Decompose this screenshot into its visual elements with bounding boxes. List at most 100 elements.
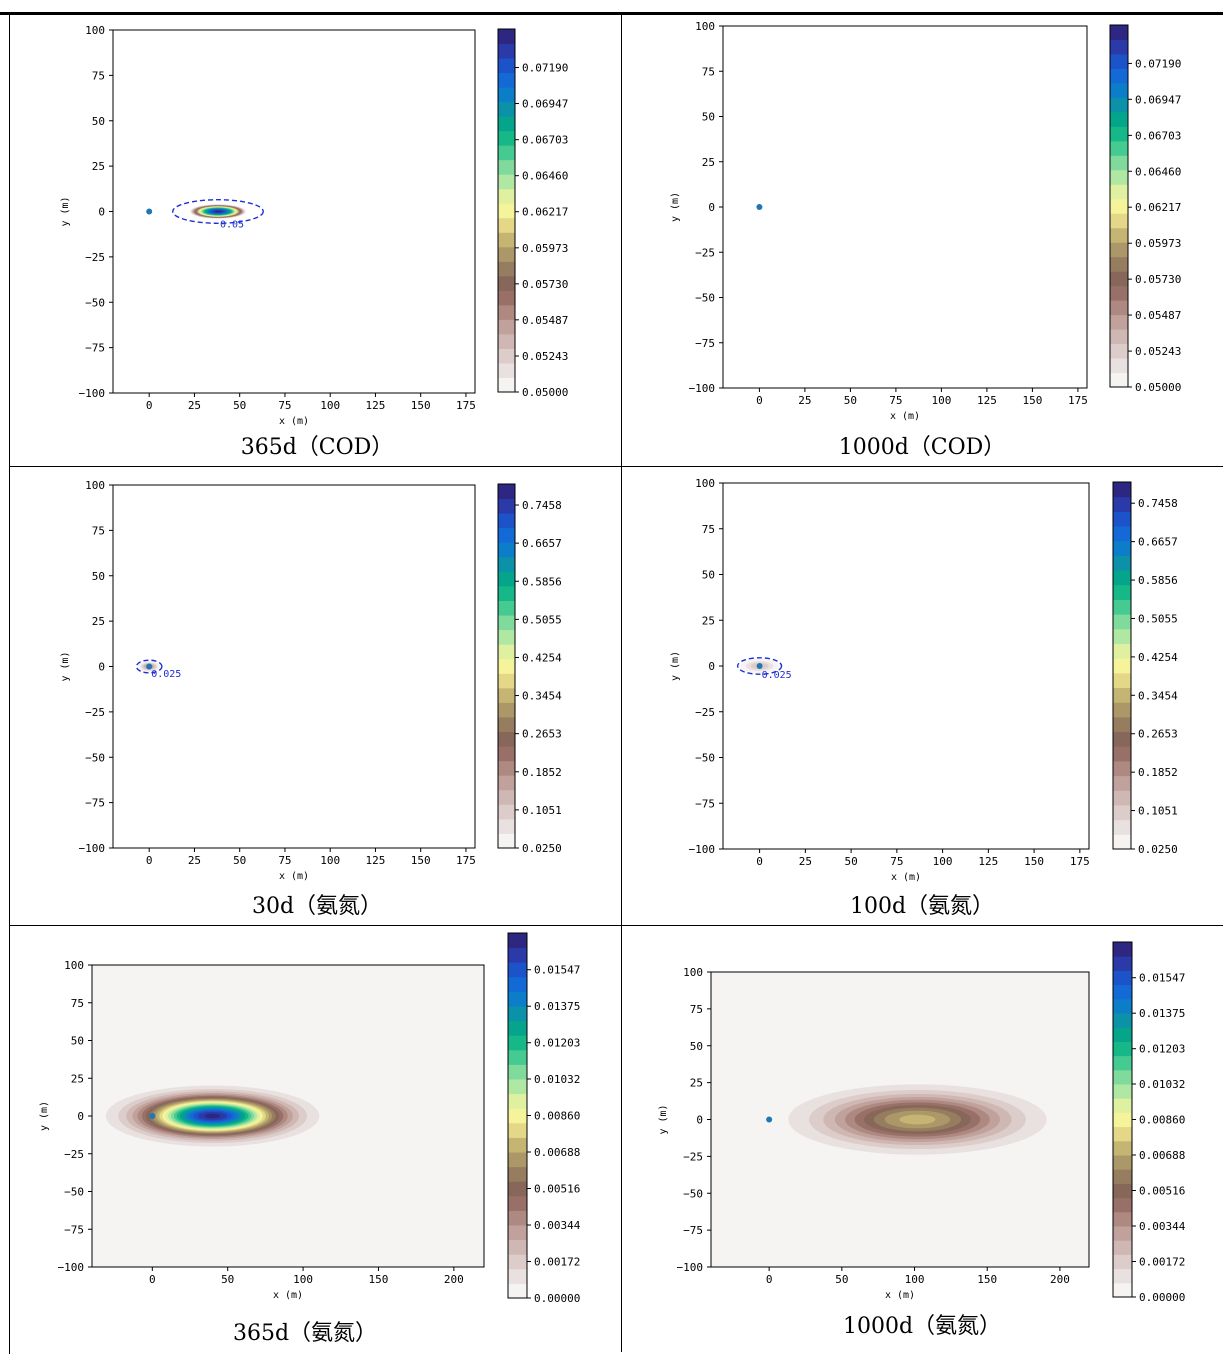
colorbar-segment: [1113, 540, 1131, 556]
colorbar-tick-label: 0.05730: [1135, 273, 1181, 286]
column-divider: [621, 14, 622, 1352]
colorbar-tick-label: 0.06460: [522, 170, 568, 183]
colorbar-segment: [1113, 1055, 1132, 1071]
colorbar-tick-label: 0.00860: [534, 1110, 580, 1123]
colorbar-tick-label: 0.05243: [522, 350, 568, 363]
colorbar-segment: [508, 947, 527, 963]
y-tick-label: −75: [695, 337, 715, 350]
colorbar-segment: [1113, 1197, 1132, 1213]
colorbar-tick-label: 0.5055: [1138, 612, 1178, 625]
colorbar-segment: [498, 188, 515, 204]
contour-line: [172, 199, 264, 224]
colorbar-tick-label: 0.01203: [534, 1037, 580, 1050]
colorbar-tick-label: 0.00688: [1139, 1149, 1185, 1162]
source-point: [766, 1116, 773, 1123]
colorbar-tick-label: 0.00688: [534, 1146, 580, 1159]
colorbar-segment: [1110, 169, 1128, 185]
colorbar-segment: [1113, 1112, 1132, 1128]
colorbar-segment: [1113, 687, 1131, 703]
colorbar-segment: [1113, 804, 1131, 821]
source-point: [149, 1113, 156, 1119]
y-axis-label: y (m): [670, 651, 681, 681]
top-rule: [0, 12, 1223, 15]
colorbar-tick-label: 0.1852: [1138, 766, 1178, 779]
colorbar-segment: [498, 818, 515, 834]
colorbar-segment: [1110, 372, 1128, 388]
colorbar-tick-label: 0.3454: [1138, 689, 1178, 702]
panel-caption: 365d（COD）: [240, 435, 394, 460]
y-tick-label: 100: [64, 959, 84, 972]
colorbar-segment: [508, 1268, 527, 1284]
colorbar-segment: [1113, 716, 1131, 733]
colorbar-segment: [1113, 956, 1132, 971]
y-tick-label: −75: [695, 797, 715, 810]
colorbar-tick-label: 0.07190: [522, 62, 568, 75]
colorbar-tick-label: 0.01547: [534, 964, 580, 977]
y-tick-label: −100: [677, 1261, 704, 1274]
colorbar-segment: [1113, 614, 1131, 630]
x-tick-label: 175: [1068, 394, 1088, 407]
colorbar-tick-label: 0.01032: [1139, 1078, 1185, 1091]
x-tick-label: 175: [456, 399, 476, 412]
y-tick-label: 0: [77, 1110, 84, 1123]
colorbar-tick-label: 0.01375: [534, 1000, 580, 1013]
colorbar-tick-label: 0.00516: [534, 1183, 580, 1196]
colorbar-segment: [1113, 984, 1132, 1000]
colorbar-segment: [498, 203, 515, 219]
colorbar-segment: [1113, 731, 1131, 747]
x-tick-label: 200: [444, 1273, 464, 1286]
colorbar-segment: [498, 174, 515, 190]
colorbar-segment: [508, 1006, 527, 1022]
colorbar-segment: [498, 542, 515, 558]
contour-label: 0.025: [151, 669, 181, 680]
contour-band: [204, 1113, 221, 1119]
colorbar-segment: [498, 498, 515, 514]
x-tick-label: 150: [1022, 394, 1042, 407]
colorbar-tick-label: 0.1051: [522, 804, 562, 817]
colorbar-tick-label: 0.06947: [1135, 93, 1181, 106]
colorbar-segment: [1113, 643, 1131, 659]
y-tick-label: −25: [695, 246, 715, 259]
x-tick-label: 75: [278, 399, 291, 412]
colorbar-segment: [1113, 1254, 1132, 1270]
colorbar-tick-label: 0.4254: [1138, 651, 1178, 664]
x-tick-label: 50: [221, 1273, 234, 1286]
y-tick-label: −75: [683, 1224, 703, 1237]
colorbar-segment: [1113, 760, 1131, 777]
colorbar-tick-label: 0.7458: [522, 499, 562, 512]
colorbar-segment: [498, 556, 515, 572]
colorbar-frame: [1109, 24, 1129, 388]
colorbar-tick-label: 0.00860: [1139, 1114, 1185, 1127]
colorbar-tick-label: 0.01375: [1139, 1007, 1185, 1020]
colorbar-tick-label: 0.06217: [1135, 201, 1181, 214]
colorbar-segment: [508, 1122, 527, 1138]
colorbar-tick-label: 0.0250: [1138, 843, 1178, 856]
colorbar-segment: [498, 333, 515, 349]
colorbar-segment: [508, 1225, 527, 1241]
y-tick-label: 75: [92, 524, 105, 537]
colorbar-segment: [1110, 271, 1128, 287]
colorbar-segment: [508, 976, 527, 992]
y-tick-label: 25: [71, 1072, 84, 1085]
colorbar-segment: [1110, 53, 1128, 69]
colorbar-tick-label: 0.06217: [522, 206, 568, 219]
colorbar-segment: [508, 1079, 527, 1095]
y-tick-label: 25: [92, 615, 105, 628]
y-tick-label: −25: [64, 1148, 84, 1161]
y-tick-label: −50: [64, 1186, 84, 1199]
colorbar-segment: [1110, 256, 1128, 272]
colorbar-segment: [498, 615, 515, 631]
colorbar-tick-label: 0.06703: [1135, 129, 1181, 142]
colorbar-segment: [1110, 198, 1128, 214]
colorbar-segment: [498, 72, 515, 88]
panel-caption: 1000d（氨氮）: [842, 1314, 1002, 1339]
x-tick-label: 150: [1024, 855, 1044, 868]
colorbar-segment: [1113, 1169, 1132, 1184]
panel-caption: 100d（氨氮）: [849, 894, 995, 919]
x-tick-label: 175: [456, 854, 476, 867]
colorbar-segment: [1110, 213, 1128, 229]
colorbar-segment: [1110, 285, 1128, 301]
source-point: [146, 663, 153, 670]
colorbar-tick-label: 0.05730: [522, 278, 568, 291]
